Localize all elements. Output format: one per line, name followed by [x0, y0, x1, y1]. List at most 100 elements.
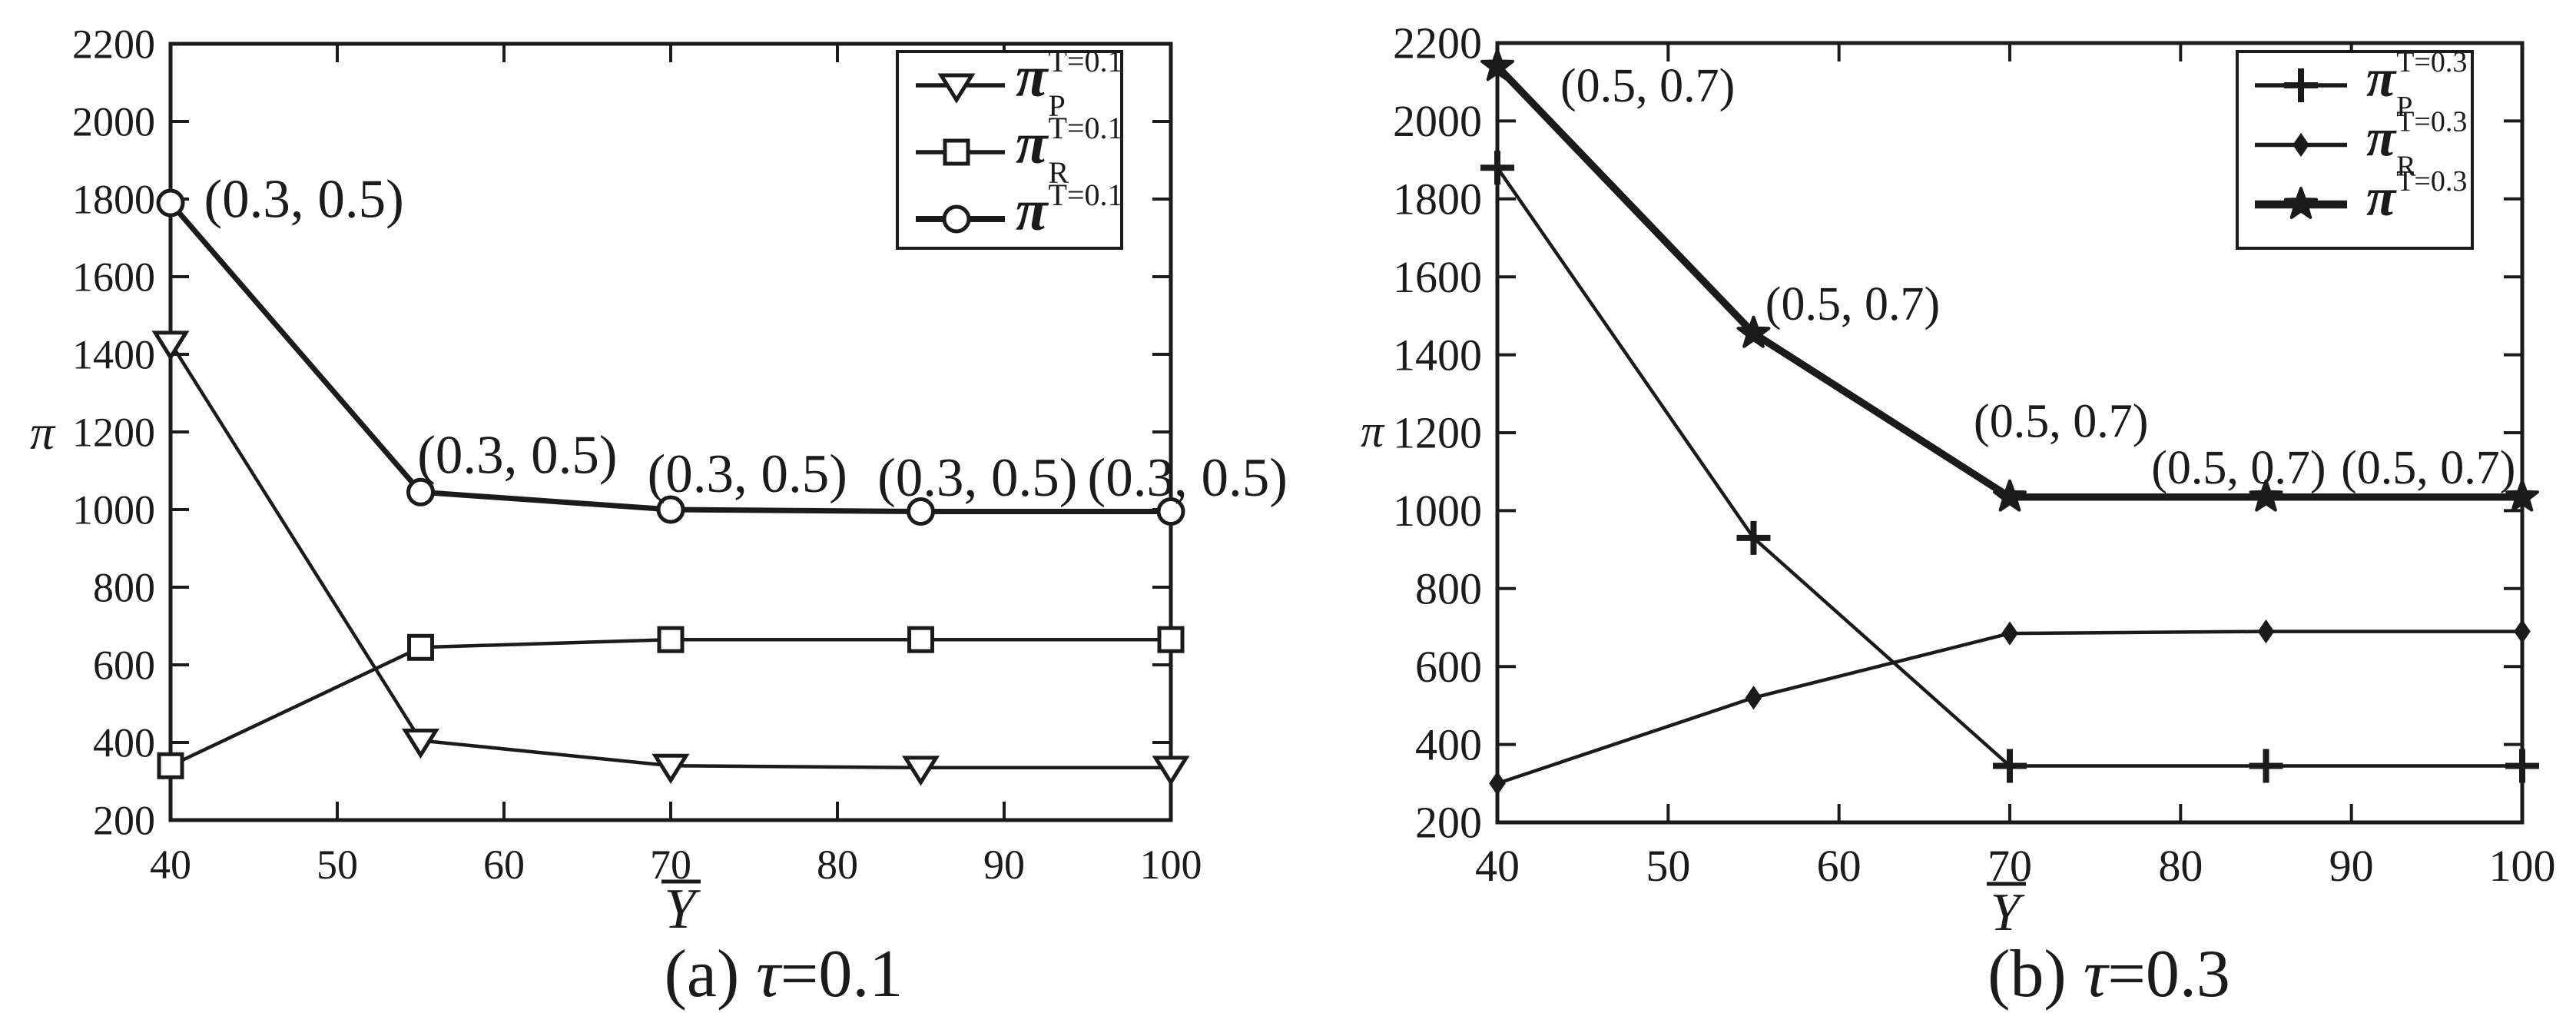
legend-box	[2236, 50, 2474, 250]
series-markers-pi_P	[1480, 151, 2539, 783]
diamond-marker	[1745, 686, 1762, 710]
star-marker	[2284, 187, 2318, 219]
y-tick-label: 800	[1415, 564, 1482, 614]
triangle-down-marker	[937, 73, 976, 104]
y-tick-label: 2000	[72, 98, 155, 144]
x-tick-label: 50	[1646, 841, 1690, 891]
legend-label-base: π	[2366, 168, 2397, 228]
y-tick-label: 2000	[1393, 96, 1482, 146]
diamond-marker	[2257, 619, 2275, 644]
legend-label-subscript: P	[1049, 88, 1066, 123]
square-marker	[943, 138, 970, 166]
chart-b-panel: 40 50 60 70 80 90 1002004006008001000120014001…	[1361, 18, 2556, 1011]
plus-marker	[1993, 749, 2027, 783]
legend-a: π T=0.1Pπ T=0.1Rπ T=0.1	[896, 44, 1123, 250]
y-tick-label: 2200	[1393, 18, 1482, 68]
series-line-pi_P	[169, 341, 1171, 770]
legend-label-superscript: T=0.3	[2396, 106, 2467, 138]
square-marker	[157, 752, 184, 779]
legend-label-subscript: P	[2396, 91, 2412, 123]
annotation-point-label: (0.5, 0.7)	[2151, 442, 2326, 494]
triangle-down-marker	[1152, 756, 1190, 786]
diamond-marker	[2001, 621, 2018, 646]
square-marker	[1157, 626, 1185, 653]
star-marker	[1993, 479, 2027, 512]
triangle-down-marker	[901, 756, 940, 786]
diamond-marker	[2293, 132, 2309, 158]
circle-marker	[656, 495, 685, 524]
legend-label-base: π	[1016, 45, 1049, 109]
annotation-point-label: (0.5, 0.7)	[1974, 395, 2148, 447]
y-tick-label: 1000	[1393, 486, 1482, 536]
legend-label-base: π	[2366, 49, 2397, 108]
series-markers-pi_P	[151, 330, 1190, 786]
annotation-point-label: (0.3, 0.5)	[877, 448, 1077, 508]
diamond-marker	[2514, 619, 2531, 644]
y-tick-label: 1400	[72, 331, 155, 377]
legend-label-superscript: T=0.3	[2396, 46, 2467, 78]
y-tick-label: 1800	[1393, 174, 1482, 224]
annotation-point-label: (0.3, 0.5)	[204, 169, 403, 229]
circle-marker	[156, 188, 185, 218]
x-tick-label: 90	[983, 842, 1025, 888]
x-axis-label: Y	[1991, 883, 2026, 942]
series-markers-pi_R	[157, 626, 1185, 779]
x-tick-label: 80	[2158, 841, 2203, 891]
x-axis-label: Y	[664, 878, 701, 941]
y-tick-label: 800	[93, 564, 155, 610]
y-tick-label: 400	[93, 719, 155, 766]
x-tick-label: 50	[317, 842, 358, 888]
series-line-pi_R	[170, 637, 1171, 768]
annotation-point-label: (0.5, 0.7)	[2341, 442, 2515, 494]
legend-label-base: π	[1016, 178, 1049, 243]
legend-label-superscript: T=0.1	[1049, 111, 1123, 145]
star-marker	[1480, 48, 1514, 81]
annotation-point-label: (0.5, 0.7)	[1765, 278, 1940, 330]
series-markers-pi	[156, 188, 1185, 526]
legend-label-subscript: R	[2396, 151, 2416, 183]
y-tick-label: 1400	[1393, 330, 1482, 380]
annotation-point-label: (0.5, 0.7)	[1560, 60, 1735, 112]
legend-label-base: π	[1016, 111, 1049, 176]
y-tick-label: 600	[93, 642, 155, 688]
x-tick-label: 40	[150, 842, 191, 888]
plus-marker	[1736, 520, 1771, 555]
x-tick-label: 40	[1475, 841, 1520, 891]
y-tick-label: 200	[93, 797, 155, 843]
legend-label-superscript: T=0.1	[1049, 44, 1123, 78]
circle-marker	[1156, 497, 1185, 526]
y-tick-label: 1000	[72, 487, 155, 533]
square-marker	[907, 626, 934, 653]
x-tick-label: 60	[483, 842, 525, 888]
square-marker	[407, 633, 434, 661]
circle-marker	[907, 497, 935, 526]
triangle-down-marker	[401, 728, 440, 759]
legend-b: π T=0.3Pπ T=0.3Rπ T=0.3	[2236, 46, 2474, 250]
y-tick-label: 400	[1415, 719, 1482, 769]
plus-marker	[1480, 151, 1514, 185]
circle-marker	[406, 477, 435, 506]
star-marker	[2505, 479, 2539, 512]
x-tick-label: 80	[817, 842, 858, 888]
annotation-point-label: (0.3, 0.5)	[1088, 448, 1288, 508]
square-marker	[657, 626, 685, 653]
y-tick-label: 1800	[72, 176, 155, 222]
x-tick-label: 100	[2489, 841, 2556, 891]
star-marker	[2249, 479, 2283, 512]
x-tick-label: 60	[1817, 841, 1862, 891]
chart-a-panel: 40 50 60 70 80 90 1002004006008001000120014001…	[30, 21, 1288, 1011]
y-tick-label: 600	[1415, 642, 1482, 692]
x-tick-label: 100	[1140, 842, 1202, 888]
legend-label-base: π	[2366, 109, 2397, 168]
y-tick-label: 2200	[72, 21, 155, 67]
plus-marker	[2505, 749, 2539, 783]
y-axis-label: π	[1361, 406, 1385, 457]
y-axis-label: π	[30, 405, 56, 460]
legend-label-superscript: T=0.1	[1049, 178, 1123, 212]
y-tick-label: 200	[1415, 798, 1482, 848]
legend-label-superscript: T=0.3	[2396, 165, 2467, 198]
circle-marker	[942, 204, 971, 234]
legend-label-subscript: R	[1049, 155, 1069, 190]
y-tick-label: 1200	[1393, 408, 1482, 458]
